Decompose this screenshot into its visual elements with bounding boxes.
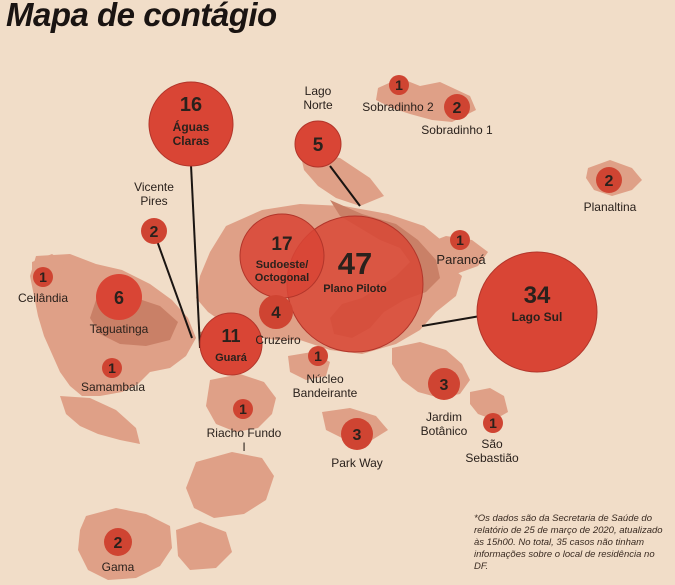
- value-samambaia: 1: [108, 360, 116, 376]
- label-jardim-line: Jardim: [426, 410, 462, 424]
- value-nucleo: 1: [314, 348, 322, 364]
- bubble-taguatinga: [96, 274, 142, 320]
- label-aguas-claras: Águas Claras: [173, 119, 210, 148]
- label-jardim: Jardim Botânico: [421, 410, 468, 438]
- value-lago-norte: 5: [313, 135, 324, 156]
- label-guara: Guará: [215, 352, 248, 364]
- value-park-way: 3: [353, 427, 362, 444]
- bubble-nucleo: [308, 346, 328, 366]
- bubble-sao-sebastiao: [483, 413, 503, 433]
- label-sao-sebastiao-line: São: [481, 437, 503, 451]
- land-gama-east: [176, 522, 232, 570]
- leader-vicente-pires: [155, 237, 193, 339]
- label-aguas-claras-line: Águas: [173, 119, 210, 134]
- label-nucleo-line: Núcleo: [306, 372, 344, 386]
- leader-aguas-claras: [190, 164, 201, 349]
- label-samambaia: Samambaia: [81, 380, 145, 394]
- value-taguatinga: 6: [114, 288, 124, 308]
- label-vicente-pires-line: Vicente: [134, 180, 174, 194]
- source-note: *Os dados são da Secretaria de Saúde do …: [474, 513, 663, 572]
- bubble-sobradinho-1: [444, 94, 470, 120]
- value-riacho: 1: [239, 401, 247, 417]
- bubble-samambaia: [102, 358, 122, 378]
- bubble-sudoeste: [239, 213, 325, 299]
- label-jardim-line: Botânico: [421, 424, 468, 438]
- bubble-values: 16 5 1 2 2 2 17 47 1 34 1 6 4 11 1 1 1 3…: [39, 77, 613, 552]
- value-sobradinho-2: 1: [395, 77, 403, 93]
- bubble-planaltina: [596, 167, 622, 193]
- label-lago-norte-line: Norte: [303, 98, 333, 112]
- bubble-paranoa: [450, 230, 470, 250]
- value-sudoeste: 17: [271, 234, 292, 255]
- label-sao-sebastiao-line: Sebastião: [465, 451, 519, 465]
- label-vicente-pires: Vicente Pires: [134, 180, 174, 208]
- label-riacho-line: I: [242, 440, 245, 454]
- label-lago-norte: Lago Norte: [303, 84, 333, 112]
- bubble-jardim: [428, 368, 460, 400]
- value-jardim: 3: [440, 377, 449, 394]
- label-taguatinga: Taguatinga: [90, 322, 149, 336]
- label-paranoa: Paranoá: [436, 252, 486, 267]
- label-nucleo: Núcleo Bandeirante: [293, 372, 358, 400]
- bubble-lago-norte: [294, 120, 342, 168]
- value-sobradinho-1: 2: [453, 100, 462, 117]
- value-lago-sul: 34: [524, 282, 551, 309]
- land-samambaia-south: [60, 396, 140, 444]
- label-aguas-claras-line: Claras: [173, 134, 210, 148]
- leader-lago-norte: [329, 165, 361, 207]
- label-cruzeiro: Cruzeiro: [255, 333, 301, 347]
- label-sobradinho-1: Sobradinho 1: [421, 123, 493, 137]
- value-cruzeiro: 4: [271, 303, 281, 322]
- label-sudoeste-line: Sudoeste/: [256, 259, 309, 271]
- bubble-riacho: [233, 399, 253, 419]
- bubble-ceilandia: [33, 267, 53, 287]
- label-riacho: Riacho Fundo I: [207, 426, 282, 454]
- value-planaltina: 2: [605, 173, 614, 190]
- value-aguas-claras: 16: [180, 94, 202, 116]
- bubble-gama: [104, 528, 132, 556]
- label-gama: Gama: [102, 560, 135, 574]
- label-lago-norte-line: Lago: [305, 84, 332, 98]
- page-title: Mapa de contágio: [6, 0, 277, 33]
- bubble-aguas-claras: [148, 81, 234, 167]
- value-vicente-pires: 2: [150, 224, 159, 241]
- label-sudoeste: Sudoeste/Octogonal: [255, 259, 309, 284]
- label-sobradinho-2: Sobradinho 2: [362, 100, 434, 114]
- bubble-lago-sul: [476, 251, 598, 373]
- value-gama: 2: [114, 535, 123, 552]
- value-plano-piloto: 47: [338, 246, 372, 281]
- bubble-vicente-pires: [141, 218, 167, 244]
- land-sao-sebastiao: [470, 388, 508, 420]
- value-sao-sebastiao: 1: [489, 415, 497, 431]
- label-park-way: Park Way: [331, 456, 383, 470]
- bubble-park-way: [341, 418, 373, 450]
- bubble-sobradinho-2: [389, 75, 409, 95]
- label-vicente-pires-line: Pires: [140, 194, 167, 208]
- region-labels: Águas Claras Lago Norte Sobradinho 2 Sobra…: [18, 84, 637, 574]
- bubble-guara: [199, 312, 263, 376]
- label-sao-sebastiao: São Sebastião: [465, 437, 519, 465]
- land-south: [186, 452, 274, 518]
- label-sudoeste-line: Octogonal: [255, 272, 309, 284]
- value-guara: 11: [221, 326, 240, 346]
- value-paranoa: 1: [456, 232, 464, 248]
- bubble-cruzeiro: [259, 295, 293, 329]
- bubbles: [33, 75, 622, 556]
- label-ceilandia: Ceilândia: [18, 291, 68, 305]
- label-lago-sul: Lago Sul: [512, 310, 563, 324]
- label-plano-piloto: Plano Piloto: [323, 283, 387, 295]
- label-nucleo-line: Bandeirante: [293, 386, 358, 400]
- label-planaltina: Planaltina: [584, 200, 637, 214]
- value-ceilandia: 1: [39, 269, 47, 285]
- label-riacho-line: Riacho Fundo: [207, 426, 282, 440]
